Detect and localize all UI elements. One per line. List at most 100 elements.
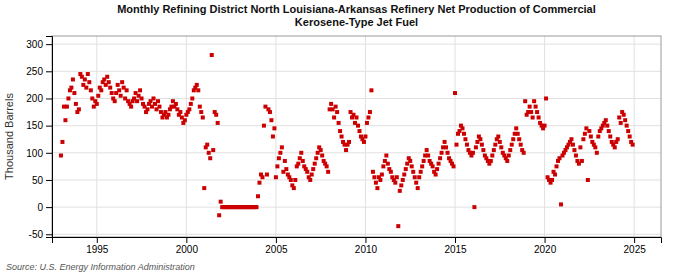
point (89, 88, 93, 92)
y-tick: 250 (26, 66, 52, 77)
point (410, 164, 414, 168)
point (496, 135, 500, 139)
point (117, 88, 121, 92)
grid-line-y (52, 44, 661, 45)
point (492, 148, 496, 152)
y-tick-label: 150 (26, 120, 43, 131)
y-tick-mark (46, 71, 52, 72)
point (472, 205, 476, 209)
point (481, 148, 485, 152)
point (146, 107, 150, 111)
point (265, 173, 269, 177)
point (578, 145, 582, 149)
point (305, 170, 309, 174)
grid-line-y (52, 207, 661, 208)
point (529, 110, 533, 114)
point (178, 110, 182, 114)
x-tick: 2000 (176, 237, 199, 255)
point (455, 143, 459, 147)
y-tick: 50 (32, 175, 52, 186)
x-tick-label: 2005 (265, 244, 288, 255)
plot-frame (52, 36, 661, 237)
point (311, 167, 315, 171)
y-tick-label: 250 (26, 66, 43, 77)
point (63, 118, 67, 122)
chart-title-line: Kerosene-Type Jet Fuel (295, 16, 418, 28)
x-tick: 2010 (355, 237, 378, 255)
point (507, 154, 511, 158)
point (119, 94, 123, 98)
point (344, 148, 348, 152)
point (325, 164, 329, 168)
point (386, 162, 390, 166)
point (301, 159, 305, 163)
point (84, 86, 88, 90)
point (517, 137, 521, 141)
y-tick-label: 50 (32, 175, 44, 186)
y-tick-label: 0 (37, 202, 43, 213)
y-tick-mark (46, 234, 52, 235)
x-tick-mark (634, 237, 635, 243)
point (269, 118, 273, 122)
points (59, 53, 635, 228)
point (357, 129, 361, 133)
point (535, 110, 539, 114)
y-tick: 100 (26, 147, 52, 158)
point (402, 173, 406, 177)
point (284, 167, 288, 171)
point (326, 170, 330, 174)
point (135, 99, 139, 103)
point (616, 137, 620, 141)
point (96, 94, 100, 98)
point (607, 129, 611, 133)
point (289, 178, 293, 182)
y-tick: 0 (37, 202, 52, 213)
x-tick-label: 2010 (355, 244, 378, 255)
point (381, 164, 385, 168)
point (187, 107, 191, 111)
point (363, 135, 367, 139)
point (257, 181, 261, 185)
point (571, 143, 575, 147)
point (463, 137, 467, 141)
point (378, 178, 382, 182)
point (434, 173, 438, 177)
point (471, 151, 475, 155)
point (86, 72, 90, 76)
point (532, 99, 536, 103)
point (622, 113, 626, 117)
point (596, 135, 600, 139)
source-note: Source: U.S. Energy Information Administ… (6, 262, 195, 272)
point (375, 186, 379, 190)
point (214, 113, 218, 117)
point (384, 154, 388, 158)
point (437, 162, 441, 166)
point (107, 80, 111, 84)
point (398, 189, 402, 193)
point (190, 96, 194, 100)
point (555, 164, 559, 168)
chart-title: Monthly Refining District North Louisian… (117, 3, 596, 28)
point (465, 143, 469, 147)
point (262, 124, 266, 128)
point (531, 115, 535, 119)
point (340, 135, 344, 139)
point (275, 164, 279, 168)
point (105, 75, 109, 79)
point (166, 113, 170, 117)
grid-line-y (52, 179, 661, 180)
point (310, 173, 314, 177)
point (628, 135, 632, 139)
point (199, 110, 203, 114)
point (110, 91, 114, 95)
point (522, 151, 526, 155)
x-tick-label: 2025 (624, 244, 647, 255)
chart-container: 1995200020052010201520202025-50050100150… (0, 0, 675, 275)
point (372, 175, 376, 179)
point (72, 91, 76, 95)
grid-line-y (52, 71, 661, 72)
point (499, 145, 503, 149)
point (189, 102, 193, 106)
point (605, 124, 609, 128)
point (613, 145, 617, 149)
